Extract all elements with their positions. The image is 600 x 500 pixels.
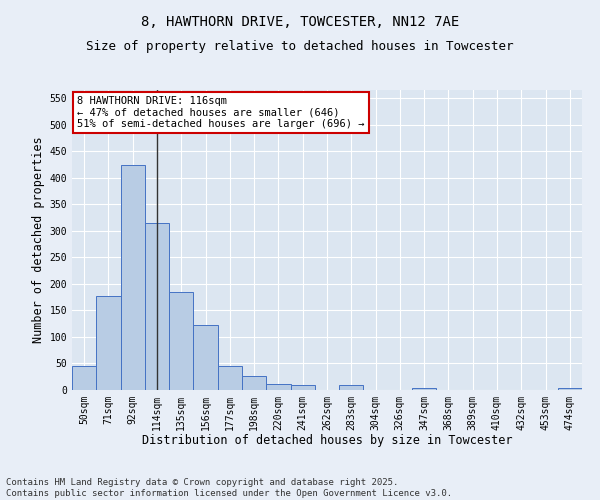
Y-axis label: Number of detached properties: Number of detached properties: [32, 136, 46, 344]
Bar: [121, 165, 145, 390]
Text: 8, HAWTHORN DRIVE, TOWCESTER, NN12 7AE: 8, HAWTHORN DRIVE, TOWCESTER, NN12 7AE: [141, 15, 459, 29]
Text: Contains HM Land Registry data © Crown copyright and database right 2025.
Contai: Contains HM Land Registry data © Crown c…: [6, 478, 452, 498]
X-axis label: Distribution of detached houses by size in Towcester: Distribution of detached houses by size …: [142, 434, 512, 448]
Text: Size of property relative to detached houses in Towcester: Size of property relative to detached ho…: [86, 40, 514, 53]
Bar: [145, 222, 169, 390]
Bar: [72, 366, 96, 390]
Bar: [339, 385, 364, 390]
Bar: [193, 325, 218, 390]
Bar: [266, 384, 290, 390]
Bar: [242, 376, 266, 390]
Bar: [96, 296, 121, 390]
Bar: [290, 384, 315, 390]
Text: 8 HAWTHORN DRIVE: 116sqm
← 47% of detached houses are smaller (646)
51% of semi-: 8 HAWTHORN DRIVE: 116sqm ← 47% of detach…: [77, 96, 365, 129]
Bar: [169, 292, 193, 390]
Bar: [558, 388, 582, 390]
Bar: [412, 388, 436, 390]
Bar: [218, 366, 242, 390]
